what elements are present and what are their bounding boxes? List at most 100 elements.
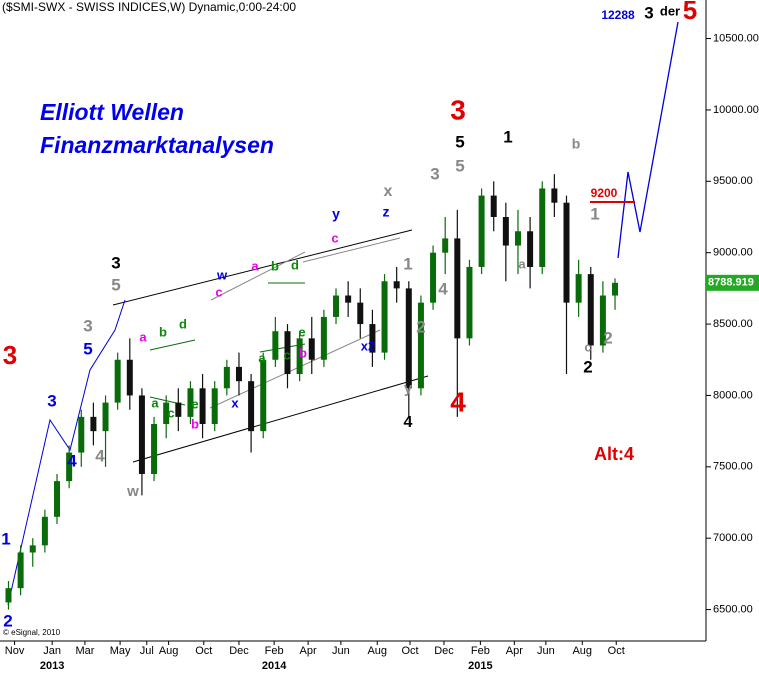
candle-body — [502, 216, 509, 246]
wave-label: x — [231, 395, 239, 410]
wave-label: c — [584, 339, 591, 354]
candle-body — [478, 195, 485, 267]
y-tick-label: 8000.00 — [713, 389, 753, 401]
candle-body — [199, 388, 206, 425]
candle-body — [514, 231, 521, 246]
wave-label: 5 — [111, 275, 120, 294]
x-tick-label: Aug — [367, 645, 387, 657]
overlay-title: Elliott Wellen — [40, 99, 184, 125]
wave-label: b — [271, 258, 279, 273]
x-year-label: 2014 — [262, 660, 287, 672]
wave-label: 1 — [590, 204, 599, 223]
candle-body — [357, 302, 364, 325]
x-tick-label: Oct — [401, 645, 418, 657]
wave-lines — [7, 21, 679, 606]
wave-label: x — [384, 183, 393, 200]
candle-body — [163, 402, 170, 425]
x-tick-label: Dec — [229, 645, 249, 657]
wave-label: a — [518, 256, 526, 271]
wave-label: a — [151, 395, 159, 410]
wave-label: b — [159, 324, 167, 339]
candle-body — [260, 359, 267, 432]
x-tick-label: Aug — [159, 645, 179, 657]
x-tick-label: Apr — [300, 645, 317, 657]
candle-body — [296, 338, 303, 375]
candle-body — [248, 381, 255, 432]
wave-label: c — [167, 405, 174, 420]
wave-label: a — [251, 258, 259, 273]
candle-body — [175, 402, 182, 417]
x-year-label: 2015 — [468, 660, 492, 672]
x-tick-label: Feb — [471, 645, 490, 657]
candle-body — [490, 195, 497, 217]
wave-label: 3 — [3, 340, 17, 370]
x-tick-label: Apr — [506, 645, 523, 657]
wave-label: 1 — [503, 127, 512, 146]
wave-label: y — [332, 206, 340, 222]
candle-body — [539, 188, 546, 267]
candle-body — [599, 295, 606, 346]
channel-line — [209, 329, 381, 409]
y-tick-label: 10500.00 — [713, 32, 759, 44]
copyright: © eSignal, 2010 — [3, 628, 61, 637]
wave-label: 9200 — [591, 186, 618, 200]
overlay-title: Finanzmarktanalysen — [40, 132, 274, 158]
wave-label: b — [191, 416, 199, 431]
candle-body — [41, 516, 48, 546]
x-tick-label: Jun — [332, 645, 350, 657]
wave-label: d — [179, 316, 187, 331]
wave-label: 5 — [83, 339, 92, 358]
x-tick-label: Jun — [537, 645, 555, 657]
candle-body — [66, 452, 73, 482]
candle-body — [563, 202, 570, 303]
wave-label: 1 — [1, 529, 10, 548]
candle-body — [381, 281, 388, 353]
wave-label: z — [383, 204, 390, 220]
x-tick-label: May — [110, 645, 131, 657]
wave-label: 12288 — [601, 8, 635, 22]
candle-body — [223, 366, 230, 389]
y-tick-label: 9000.00 — [713, 247, 753, 259]
candle-body — [235, 366, 242, 382]
wave-label: b — [299, 345, 307, 360]
channel-line — [112, 229, 413, 306]
wave-label: 5 — [455, 156, 464, 175]
channel-line — [210, 251, 306, 301]
wave-label: y — [404, 380, 413, 397]
candle-body — [284, 331, 291, 375]
candle-body — [393, 281, 400, 289]
candle-body — [90, 416, 97, 432]
last-price-label: 8788.919 — [708, 277, 754, 289]
wave-label: c — [283, 347, 290, 362]
wave-label: e — [298, 324, 305, 339]
candle-body — [551, 188, 558, 203]
x-tick-label: Feb — [265, 645, 284, 657]
candle-body — [187, 388, 194, 417]
wave-label: d — [291, 257, 299, 272]
wave-label: 4 — [67, 451, 77, 470]
wave-label: 5 — [683, 0, 697, 25]
candle-body — [308, 338, 315, 360]
candle-body — [405, 288, 412, 389]
wave-projection — [7, 299, 126, 606]
wave-label: x2 — [361, 338, 375, 353]
candle-body — [466, 266, 473, 339]
candle-body — [527, 231, 534, 267]
wave-label: b — [572, 136, 581, 152]
candle-body — [454, 238, 461, 339]
wave-label: 3 — [111, 253, 120, 272]
channel-line — [149, 339, 196, 351]
candle-body — [369, 324, 376, 353]
wave-label: 3 — [83, 316, 92, 335]
candle-body — [417, 302, 424, 389]
candle-body — [138, 395, 145, 474]
candle-body — [442, 238, 449, 253]
candle-body — [102, 402, 109, 432]
wave-label: 3 — [47, 391, 56, 410]
wave-label: 4 — [438, 279, 448, 298]
wave-label: 1 — [403, 254, 412, 273]
y-tick-label: 7500.00 — [713, 461, 753, 473]
wave-label: c — [215, 284, 222, 299]
